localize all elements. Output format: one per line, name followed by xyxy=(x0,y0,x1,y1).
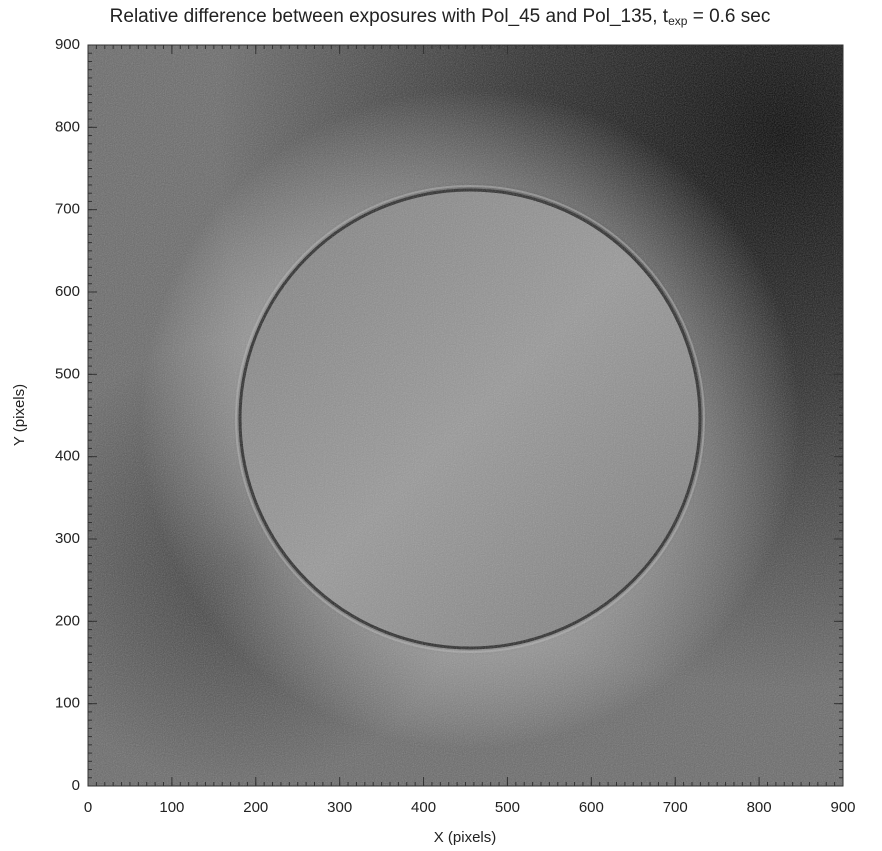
y-tick-label: 300 xyxy=(55,530,80,547)
y-tick-label: 600 xyxy=(55,283,80,300)
x-tick-label: 900 xyxy=(830,799,855,816)
chart-title: Relative difference between exposures wi… xyxy=(110,6,771,28)
y-tick-label: 100 xyxy=(55,695,80,712)
x-tick-label: 700 xyxy=(663,799,688,816)
y-tick-label: 400 xyxy=(55,448,80,465)
x-tick-label: 600 xyxy=(579,799,604,816)
x-tick-label: 400 xyxy=(411,799,436,816)
x-tick-label: 800 xyxy=(747,799,772,816)
image xyxy=(88,45,843,786)
y-tick-label: 0 xyxy=(72,777,80,794)
y-tick-label: 800 xyxy=(55,118,80,135)
y-tick-label: 900 xyxy=(55,36,80,53)
y-tick-label: 200 xyxy=(55,612,80,629)
x-tick-label: 500 xyxy=(495,799,520,816)
x-tick-label: 100 xyxy=(159,799,184,816)
x-tick-label: 300 xyxy=(327,799,352,816)
x-tick-label: 0 xyxy=(84,799,92,816)
y-tick-label: 700 xyxy=(55,201,80,218)
y-axis-label: Y (pixels) xyxy=(11,384,28,446)
y-tick-label: 500 xyxy=(55,365,80,382)
x-tick-label: 200 xyxy=(243,799,268,816)
x-axis-label: X (pixels) xyxy=(434,829,497,846)
